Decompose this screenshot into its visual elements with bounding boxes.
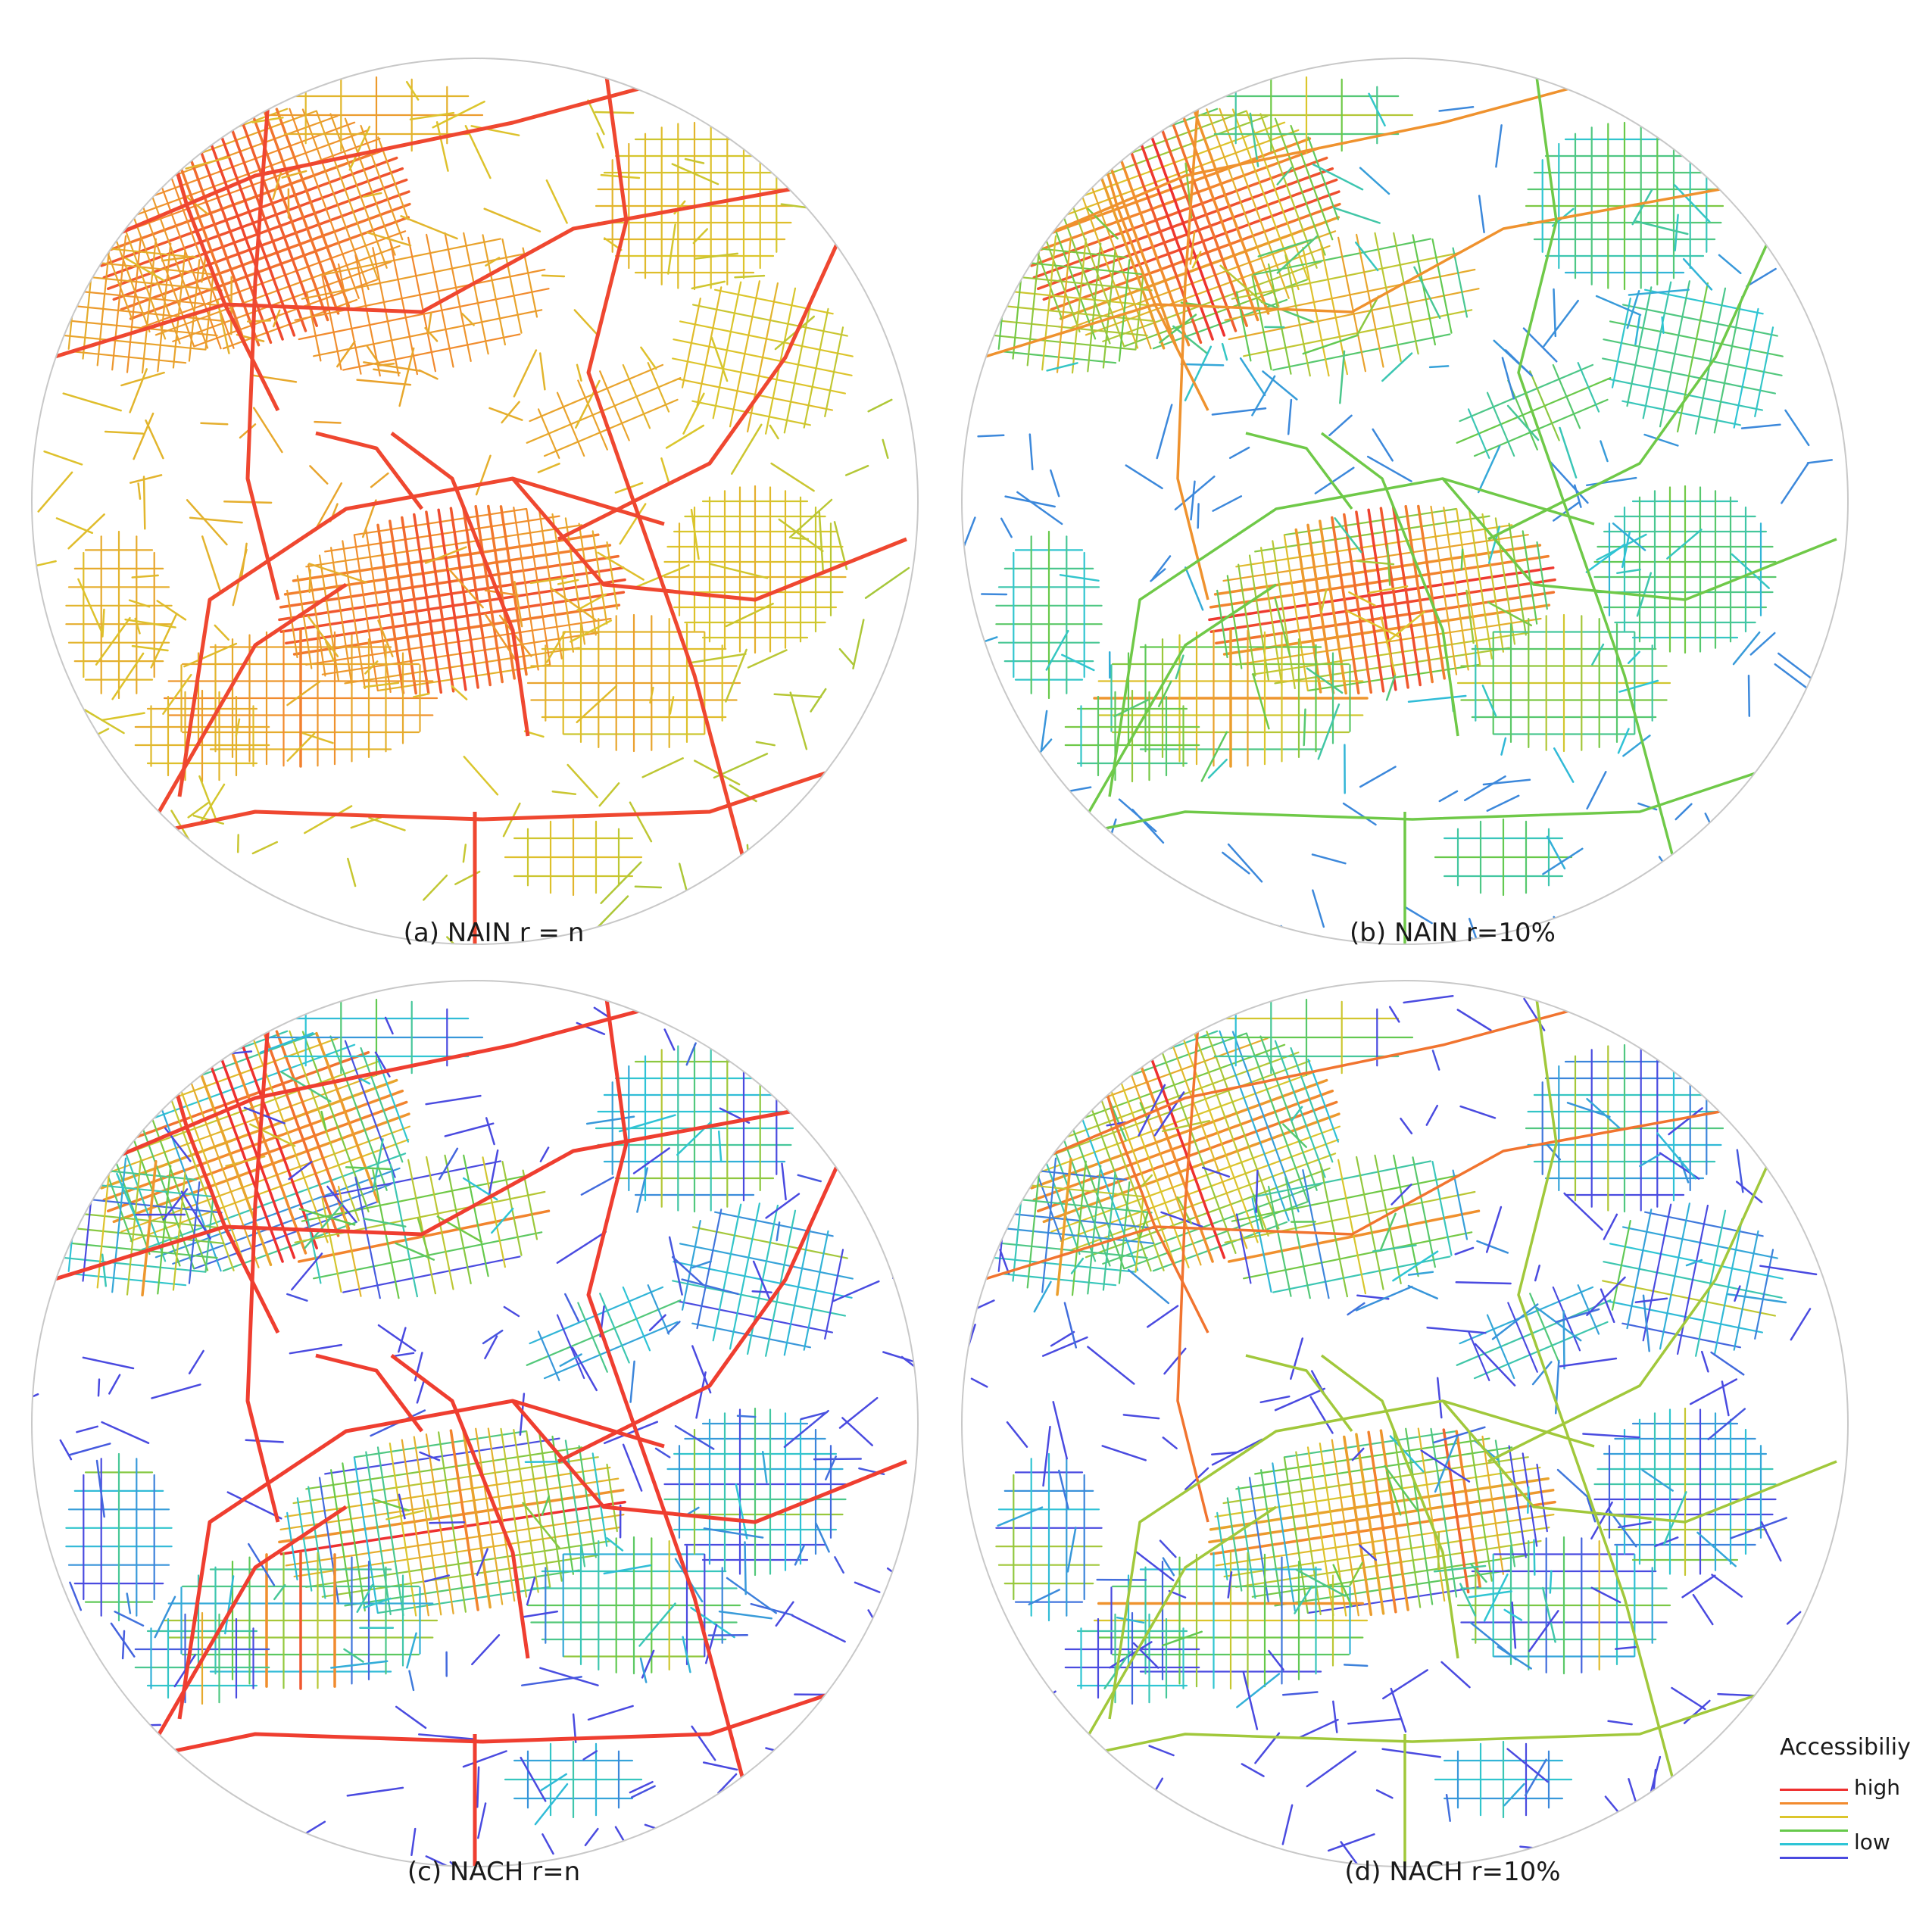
network-map-a <box>31 58 919 945</box>
street-network <box>962 58 1837 944</box>
boundary-circle <box>961 980 1849 1867</box>
legend-swatch-3 <box>1780 1816 1848 1818</box>
boundary-circle <box>31 58 919 945</box>
boundary-circle <box>961 58 1849 945</box>
caption-c: (c) NACH r=n <box>407 1857 581 1887</box>
legend-label-high: high <box>1854 1775 1901 1800</box>
legend-swatch-5 <box>1780 1843 1848 1845</box>
legend-swatch-4 <box>1780 1829 1848 1832</box>
network-map-b <box>961 58 1849 945</box>
legend-swatch-2 <box>1780 1802 1848 1805</box>
legend-swatch-1 <box>1780 1789 1848 1791</box>
legend-title: Accessibiliy <box>1780 1734 1911 1761</box>
legend-swatch-6 <box>1780 1857 1848 1859</box>
network-map-d <box>961 980 1849 1867</box>
legend: Accessibiliy high low <box>1780 1734 1931 1886</box>
boundary-circle <box>31 980 919 1867</box>
caption-d: (d) NACH r=10% <box>1344 1857 1561 1887</box>
street-network <box>962 981 1837 1867</box>
caption-b: (b) NAIN r=10% <box>1350 918 1556 948</box>
street-network <box>32 58 910 944</box>
network-map-c <box>31 980 919 1867</box>
caption-a: (a) NAIN r = n <box>403 918 585 948</box>
legend-label-low: low <box>1854 1829 1890 1854</box>
